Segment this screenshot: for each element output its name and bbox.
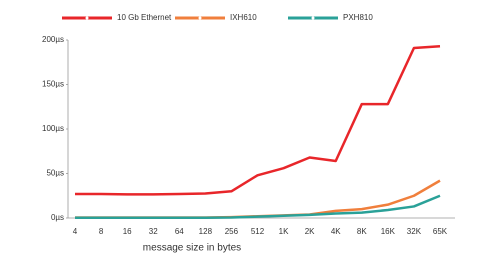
- legend-label: IXH610: [230, 13, 257, 22]
- x-tick-label: 2K: [305, 227, 315, 236]
- x-tick-label: 8K: [357, 227, 367, 236]
- x-tick-label: 256: [225, 227, 239, 236]
- x-tick-label: 1K: [279, 227, 289, 236]
- legend-dot: [85, 16, 89, 20]
- legend-label: 10 Gb Ethernet: [117, 13, 172, 22]
- y-tick-label: 200µs: [42, 35, 64, 44]
- series-line: [75, 44, 441, 196]
- x-tick-label: 32: [149, 227, 158, 236]
- y-tick-label: 150µs: [42, 80, 64, 89]
- series-line: [75, 194, 441, 219]
- y-tick-label: 50µs: [46, 169, 64, 178]
- x-tick-label: 65K: [433, 227, 448, 236]
- x-tick-label: 16K: [381, 227, 396, 236]
- legend-dot: [198, 16, 202, 20]
- series-line: [75, 179, 441, 219]
- legend-label: PXH810: [343, 13, 373, 22]
- x-axis-label: message size in bytes: [143, 243, 241, 254]
- x-tick-label: 64: [175, 227, 184, 236]
- y-tick-label: 0µs: [51, 213, 64, 222]
- x-tick-label: 4: [73, 227, 78, 236]
- x-tick-label: 128: [199, 227, 213, 236]
- x-tick-label: 4K: [331, 227, 341, 236]
- y-tick-label: 100µs: [42, 124, 64, 133]
- legend-dot: [311, 16, 315, 20]
- x-tick-label: 16: [123, 227, 132, 236]
- x-tick-label: 512: [251, 227, 265, 236]
- x-tick-label: 32K: [407, 227, 422, 236]
- x-tick-label: 8: [99, 227, 104, 236]
